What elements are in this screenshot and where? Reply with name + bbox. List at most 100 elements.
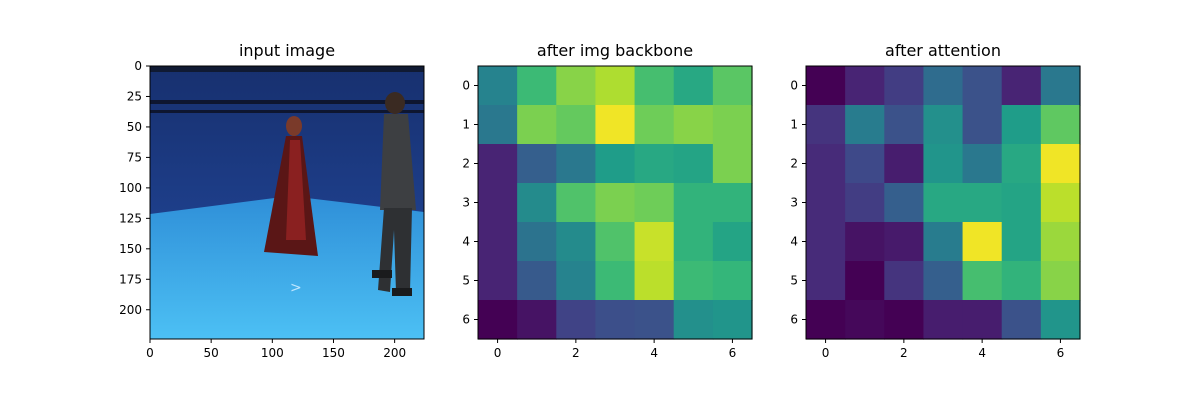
- heatmap-cell: [806, 261, 846, 301]
- x-tick-label: 200: [383, 346, 406, 360]
- heatmap-cell: [923, 300, 964, 340]
- heatmap-cell: [962, 183, 1003, 223]
- heatmap-cell: [923, 183, 964, 223]
- panel-after-img-backbone: after img backbone 0 2 4 6 0 1 2 3 4 5 6: [462, 41, 753, 360]
- photo-man-shoe: [372, 270, 392, 278]
- heatmap-cell: [884, 222, 925, 262]
- y-tick-label: 100: [119, 181, 142, 195]
- y-tick-label: 1: [790, 118, 798, 132]
- heatmap-cell: [806, 66, 846, 106]
- y-tick-label: 1: [462, 118, 470, 132]
- heatmap-cell: [673, 183, 714, 223]
- heatmap-cell: [1001, 144, 1042, 184]
- heatmap-cell: [556, 183, 597, 223]
- y-tick-label: 175: [119, 272, 142, 286]
- heatmap-cell: [962, 144, 1003, 184]
- heatmap-cell: [634, 105, 675, 145]
- panel-after-attention: after attention 0 2 4 6 0 1 2 3 4 5 6: [790, 41, 1081, 360]
- x-tick-label: 50: [204, 346, 219, 360]
- heatmap-cell: [1040, 261, 1081, 301]
- x-tick-label: 6: [729, 346, 737, 360]
- heatmap-cell: [478, 222, 518, 262]
- heatmap-cell: [595, 261, 636, 301]
- ticks-input-image: 0 50 100 150 200 0 25 50 75 100 125 150 175 200: [119, 59, 406, 360]
- heatmap-cell: [884, 105, 925, 145]
- heatmap-cell: [845, 261, 885, 301]
- heatmap-cell: [845, 222, 885, 262]
- y-tick-label: 150: [119, 242, 142, 256]
- heatmap-cell: [845, 144, 885, 184]
- heatmap-cell: [923, 144, 964, 184]
- heatmap-cell: [634, 261, 675, 301]
- heatmap-cell: [1001, 261, 1042, 301]
- panel-title-after-img-backbone: after img backbone: [537, 41, 693, 60]
- heatmap-after-attention: [806, 66, 1081, 340]
- y-tick-label: 125: [119, 211, 142, 225]
- heatmap-cell: [478, 261, 518, 301]
- y-tick-label: 75: [127, 150, 142, 164]
- heatmap-cell: [806, 222, 846, 262]
- heatmap-cell: [556, 105, 597, 145]
- photo-truss-bar-2: [150, 110, 424, 113]
- photo-man-shoe-2: [392, 288, 412, 296]
- heatmap-cell: [806, 300, 846, 340]
- y-tick-label: 4: [462, 235, 470, 249]
- heatmap-cell: [712, 261, 753, 301]
- heatmap-cell: [845, 105, 885, 145]
- heatmap-cell: [1040, 105, 1081, 145]
- heatmap-cell: [517, 261, 557, 301]
- x-tick-label: 0: [822, 346, 830, 360]
- y-tick-label: 6: [790, 313, 798, 327]
- y-tick-label: 0: [134, 59, 142, 73]
- photo-ceiling: [150, 66, 424, 72]
- heatmap-cell: [806, 144, 846, 184]
- heatmap-cell: [556, 66, 597, 106]
- heatmap-cell: [1001, 222, 1042, 262]
- heatmap-cell: [712, 183, 753, 223]
- heatmap-cell: [712, 144, 753, 184]
- x-tick-label: 6: [1057, 346, 1065, 360]
- heatmap-cell: [595, 66, 636, 106]
- heatmap-cell: [556, 300, 597, 340]
- heatmap-cell: [517, 144, 557, 184]
- photo-man-head: [385, 92, 405, 114]
- heatmap-cell: [673, 300, 714, 340]
- photo-woman-dress: [286, 140, 306, 240]
- heatmap-cell: [556, 144, 597, 184]
- heatmap-cell: [1040, 66, 1081, 106]
- heatmap-cell: [595, 183, 636, 223]
- heatmap-cell: [517, 105, 557, 145]
- photo-woman-head: [286, 116, 302, 136]
- panel-input-image: input image > 0 50 100 150 200 0 25 50 75 100 125 1…: [119, 41, 425, 360]
- y-tick-label: 4: [790, 235, 798, 249]
- y-tick-label: 5: [790, 274, 798, 288]
- heatmap-cell: [556, 222, 597, 262]
- x-tick-label: 100: [261, 346, 284, 360]
- photo-floor: [150, 196, 424, 339]
- heatmap-cell: [884, 66, 925, 106]
- heatmap-cell: [517, 222, 557, 262]
- y-tick-label: 6: [462, 313, 470, 327]
- heatmap-cell: [595, 222, 636, 262]
- heatmap-cell: [962, 105, 1003, 145]
- heatmap-cell: [478, 300, 518, 340]
- heatmap-cell: [634, 144, 675, 184]
- heatmap-cell: [1001, 66, 1042, 106]
- photo-truss-bar: [150, 100, 424, 104]
- photo: >: [150, 66, 424, 339]
- heatmap-cell: [478, 183, 518, 223]
- heatmap-cell: [634, 183, 675, 223]
- heatmap-cell: [962, 261, 1003, 301]
- heatmap-cell: [673, 105, 714, 145]
- y-tick-label: 5: [462, 274, 470, 288]
- heatmap-cell: [806, 183, 846, 223]
- heatmap-cell: [673, 144, 714, 184]
- heatmap-cell: [673, 261, 714, 301]
- heatmap-cell: [962, 300, 1003, 340]
- y-tick-label: 3: [462, 196, 470, 210]
- heatmap-cell: [845, 66, 885, 106]
- heatmap-cell: [845, 300, 885, 340]
- heatmap-cell: [712, 66, 753, 106]
- heatmap-cell: [1001, 183, 1042, 223]
- heatmap-cell: [1040, 300, 1081, 340]
